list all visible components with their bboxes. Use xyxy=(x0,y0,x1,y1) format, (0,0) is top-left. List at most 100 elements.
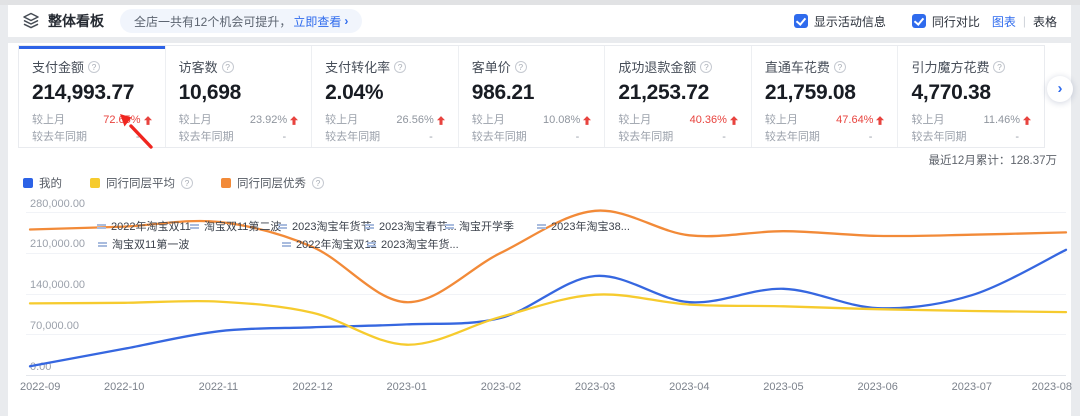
yoy-value: - xyxy=(282,131,287,143)
mom-label: 较上月 xyxy=(471,114,505,126)
metric-value: 21,253.72 xyxy=(618,81,710,104)
mom-value: 11.46% xyxy=(984,113,1032,128)
yoy-value: - xyxy=(135,131,140,143)
yoy-value: - xyxy=(868,131,873,143)
series-line-我的 xyxy=(28,248,1068,368)
page-title: 整体看板 xyxy=(48,13,104,29)
metric-card[interactable]: 客单价 986.21 较上月 10.08% 较去年同期 - xyxy=(459,46,606,147)
yoy-row: 较去年同期 - xyxy=(179,130,299,145)
metric-title: 支付转化率 xyxy=(325,60,391,75)
metric-value: 10,698 xyxy=(178,81,242,104)
series-line-同行同层平均 xyxy=(28,293,1068,346)
chart-view-toggle[interactable]: 图表 xyxy=(991,14,1016,29)
help-icon[interactable] xyxy=(181,177,193,189)
cards-next-button[interactable]: › xyxy=(1047,76,1073,102)
cumulative-summary: 最近12月累计：128.37万 xyxy=(928,155,1057,167)
help-icon[interactable] xyxy=(993,60,1006,73)
metric-compare-rows: 较上月 10.08% 较去年同期 - xyxy=(472,113,592,145)
mom-value: 72.65% xyxy=(103,113,152,128)
yoy-row: 较去年同期 - xyxy=(32,130,152,145)
legend-label: 同行同层优秀 xyxy=(237,178,306,190)
mom-label: 较上月 xyxy=(325,114,359,126)
top-strip xyxy=(0,0,1080,5)
chevron-right-icon: › xyxy=(1057,80,1063,97)
help-icon[interactable] xyxy=(833,60,846,73)
help-icon[interactable] xyxy=(514,60,527,73)
opportunity-notice: 全店一共有12个机会可提升， 立即查看 › xyxy=(120,9,363,33)
metric-title-row: 引力魔方花费 xyxy=(911,57,1031,76)
mom-row: 较上月 40.36% xyxy=(618,113,738,128)
help-icon[interactable] xyxy=(700,60,713,73)
mom-row: 较上月 72.65% xyxy=(32,113,152,128)
layers-icon xyxy=(22,12,40,30)
metric-title: 直通车花费 xyxy=(764,60,830,75)
mom-value: 40.36% xyxy=(690,113,738,128)
yoy-value: - xyxy=(722,131,726,143)
peer-compare-checkbox[interactable]: 同行对比 xyxy=(911,13,980,30)
help-icon[interactable] xyxy=(394,60,407,73)
mom-row: 较上月 10.08% xyxy=(472,113,592,128)
metric-card[interactable]: 访客数 10,698 较上月 23.92% 较去年同期 - xyxy=(166,46,313,147)
yoy-label: 较去年同期 xyxy=(618,131,674,143)
legend-item[interactable]: 同行同层优秀 xyxy=(221,175,324,191)
yoy-label: 较去年同期 xyxy=(911,131,967,143)
mom-percent: 47.64% xyxy=(836,114,874,126)
chevron-right-icon: › xyxy=(344,14,349,28)
mom-percent: 72.65% xyxy=(103,114,141,126)
metric-compare-rows: 较上月 72.65% 较去年同期 - xyxy=(32,113,152,145)
metric-title: 客单价 xyxy=(471,60,511,75)
mom-percent: 10.08% xyxy=(543,114,581,126)
arrow-up-icon xyxy=(143,116,152,125)
arrow-up-icon xyxy=(290,116,299,125)
table-view-toggle[interactable]: 表格 xyxy=(1032,14,1057,29)
legend-swatch-icon xyxy=(90,178,100,188)
arrow-up-icon xyxy=(1023,116,1032,125)
mom-label: 较上月 xyxy=(911,114,945,126)
mom-label: 较上月 xyxy=(764,114,798,126)
mom-label: 较上月 xyxy=(618,114,652,126)
mom-value: 10.08% xyxy=(543,113,592,128)
metric-value: 21,759.08 xyxy=(764,81,856,104)
mom-percent: 40.36% xyxy=(689,114,727,126)
series-line-同行同层优秀 xyxy=(28,209,1068,304)
metric-compare-rows: 较上月 40.36% 较去年同期 - xyxy=(618,113,738,145)
help-icon[interactable] xyxy=(88,60,101,73)
yoy-value: - xyxy=(1015,131,1020,143)
show-activity-checkbox[interactable]: 显示活动信息 xyxy=(793,13,886,30)
metric-value: 214,993.77 xyxy=(32,81,135,104)
legend-item[interactable]: 同行同层平均 xyxy=(90,175,193,191)
red-arrow-annotation xyxy=(120,114,153,149)
notice-text: 全店一共有12个机会可提升， xyxy=(134,14,292,29)
mom-value: 26.56% xyxy=(396,113,445,128)
checkbox-checked-icon xyxy=(911,14,926,28)
metric-title-row: 直通车花费 xyxy=(765,57,885,76)
yoy-label: 较去年同期 xyxy=(178,131,234,143)
metric-card[interactable]: 直通车花费 21,759.08 较上月 47.64% 较去年同期 - xyxy=(752,46,899,147)
help-icon[interactable] xyxy=(221,60,234,73)
metric-title: 引力魔方花费 xyxy=(911,60,990,75)
mom-percent: 23.92% xyxy=(249,114,288,126)
view-now-link[interactable]: 立即查看 xyxy=(293,14,342,29)
yoy-row: 较去年同期 - xyxy=(911,130,1031,145)
chart-legend: 我的 同行同层平均 同行同层优秀 xyxy=(23,175,324,191)
checkbox-checked-icon xyxy=(793,14,808,28)
metric-card[interactable]: 引力魔方花费 4,770.38 较上月 11.46% 较去年同期 - xyxy=(898,46,1044,147)
metric-compare-rows: 较上月 26.56% 较去年同期 - xyxy=(325,113,445,145)
view-toggle-divider: | xyxy=(1022,14,1026,28)
help-icon[interactable] xyxy=(312,177,324,189)
legend-item[interactable]: 我的 xyxy=(23,175,62,191)
metric-compare-rows: 较上月 23.92% 较去年同期 - xyxy=(179,113,299,145)
mom-label: 较上月 xyxy=(32,114,65,126)
metric-card[interactable]: 支付转化率 2.04% 较上月 26.56% 较去年同期 - xyxy=(312,46,459,147)
mom-row: 较上月 23.92% xyxy=(179,113,299,128)
legend-label: 同行同层平均 xyxy=(106,178,175,190)
arrow-up-icon xyxy=(583,116,592,125)
yoy-label: 较去年同期 xyxy=(325,131,381,143)
metric-card[interactable]: 支付金额 214,993.77 较上月 72.65% 较去年同期 - xyxy=(19,46,166,147)
yoy-label: 较去年同期 xyxy=(32,131,87,143)
mom-row: 较上月 26.56% xyxy=(325,113,445,128)
main-panel: 支付金额 214,993.77 较上月 72.65% 较去年同期 - 访客数 1… xyxy=(8,43,1071,416)
metric-card[interactable]: 成功退款金额 21,253.72 较上月 40.36% 较去年同期 - xyxy=(605,46,752,147)
